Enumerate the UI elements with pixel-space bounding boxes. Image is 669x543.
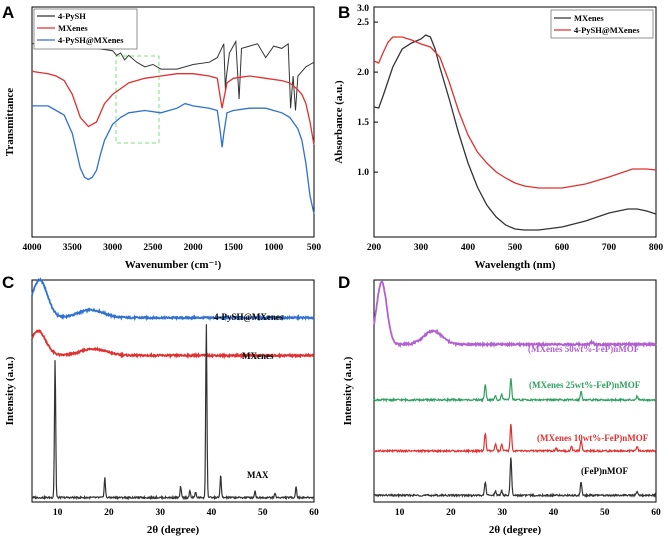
- annotation-c-mxenes: MXenes: [242, 351, 274, 361]
- series-line-xrd-mxenes: [31, 329, 315, 360]
- x-tick-d-60: 60: [651, 508, 661, 518]
- panel-letter-c: C: [2, 273, 14, 292]
- x-tick-b-500: 500: [508, 243, 523, 253]
- y-tick-b-2.0: 2.0: [357, 68, 369, 78]
- legend-b-label-0: MXenes: [574, 13, 604, 23]
- annotation-c-4-pysh-mxenes: 4-PySH@MXenes: [214, 312, 284, 322]
- panel-a-series: [31, 39, 315, 215]
- x-tick-b-600: 600: [555, 243, 570, 253]
- y-tick-b-3.0: 3.0: [357, 4, 369, 14]
- panel-a-highlight-box: [115, 55, 160, 144]
- series-line-4-pysh-mxenes: [32, 102, 315, 215]
- x-tick-c-60: 60: [309, 508, 319, 518]
- x-tick-b-400: 400: [461, 243, 476, 253]
- series-line-xrd-4-pysh-mxenes: [31, 277, 315, 322]
- legend-a: 4-PySH MXenes 4-PySH@MXenes: [33, 8, 138, 50]
- legend-a-label-1: MXenes: [58, 23, 88, 33]
- series-line-4-pysh-mxenes-uv: [373, 36, 657, 189]
- x-tick-c-10: 10: [53, 508, 63, 518]
- annotation-d-fep: (FeP)nMOF: [581, 466, 628, 476]
- x-tick-b-300: 300: [414, 243, 429, 253]
- y-tick-b-1.0: 1.0: [357, 168, 369, 178]
- y-ticks-b: 1.0 1.5 2.0 2.5 3.0: [357, 4, 378, 178]
- x-tick-a-3500: 3500: [63, 243, 82, 253]
- y-tick-b-2.5: 2.5: [357, 18, 369, 28]
- annotation-d-50wt: (MXenes 50wt%-FeP)nMOF: [528, 344, 640, 354]
- panel-b: B MXenes 4-PySH@MXenes 1.0 1.5 2.0 2.5 3…: [333, 3, 663, 271]
- panel-letter-a: A: [2, 3, 14, 22]
- x-tick-b-700: 700: [602, 243, 617, 253]
- series-line-xrd-50wt: [373, 280, 657, 349]
- panel-letter-b: B: [338, 3, 350, 22]
- x-tick-d-50: 50: [600, 508, 610, 518]
- annotation-d-25wt: (MXenes 25wt%-FeP)nMOF: [529, 380, 641, 390]
- x-tick-a-1000: 1000: [264, 243, 283, 253]
- x-tick-c-40: 40: [207, 508, 217, 518]
- x-axis-title-a: Wavenumber (cm⁻¹): [125, 259, 222, 271]
- panel-a-frame: [31, 6, 315, 238]
- panel-d-series: [373, 280, 657, 499]
- x-ticks-c: 10 20 30 40 50 60: [53, 508, 319, 518]
- legend-b-box: [550, 9, 654, 39]
- x-tick-a-2500: 2500: [143, 243, 162, 253]
- series-line-mxenes-uv: [373, 34, 657, 231]
- x-tick-d-10: 10: [395, 508, 405, 518]
- legend-b: MXenes 4-PySH@MXenes: [550, 9, 654, 39]
- annotation-c-max: MAX: [247, 470, 269, 480]
- x-tick-d-30: 30: [497, 508, 507, 518]
- y-axis-title-a: Transmittance: [4, 88, 16, 156]
- panel-a: A 4-PySH MXenes 4-PySH@MXenes 4000 3500 …: [2, 3, 321, 271]
- panel-b-series: [373, 34, 657, 231]
- series-line-mxenes: [31, 70, 315, 146]
- x-tick-a-4000: 4000: [23, 243, 42, 253]
- panel-d-frame: [373, 279, 657, 503]
- x-ticks-b: 200 300 400 500 600 700 800: [367, 243, 664, 253]
- y-axis-title-b: Absorbance (a.u.): [333, 80, 345, 164]
- x-tick-d-40: 40: [549, 508, 559, 518]
- series-line-xrd-fep: [374, 457, 657, 499]
- legend-a-label-0: 4-PySH: [58, 11, 86, 21]
- annotation-d-10wt: (MXenes 10wt%-FeP)nMOF: [537, 433, 649, 443]
- x-tick-a-500: 500: [307, 243, 322, 253]
- y-axis-title-d: Intensity (a.u.): [342, 356, 354, 425]
- x-axis-title-c: 2θ (degree): [147, 524, 200, 536]
- x-ticks-a: 4000 3500 3000 2500 2000 1500 1000 500: [23, 243, 322, 253]
- x-tick-b-800: 800: [649, 243, 664, 253]
- series-line-xrd-25wt: [373, 378, 657, 404]
- legend-a-label-2: 4-PySH@MXenes: [58, 35, 124, 45]
- panel-c: C 4-PySH@MXenes MXenes MAX 10 20 30 40 5…: [2, 273, 319, 536]
- panel-c-frame: [31, 279, 315, 503]
- x-ticks-d: 10 20 30 40 50 60: [395, 508, 661, 518]
- x-tick-c-20: 20: [104, 508, 114, 518]
- x-axis-title-b: Wavelength (nm): [475, 259, 556, 271]
- x-tick-d-20: 20: [446, 508, 456, 518]
- x-tick-a-2000: 2000: [184, 243, 203, 253]
- x-tick-b-200: 200: [367, 243, 382, 253]
- x-tick-c-50: 50: [258, 508, 268, 518]
- panel-d: D (MXenes 50wt%-FeP)nMOF (MXenes 25wt%-F…: [338, 273, 661, 536]
- panel-c-series: [31, 277, 315, 501]
- x-axis-title-d: 2θ (degree): [489, 524, 542, 536]
- y-tick-b-1.5: 1.5: [357, 118, 369, 128]
- legend-b-label-1: 4-PySH@MXenes: [574, 25, 640, 35]
- panel-letter-d: D: [338, 273, 350, 292]
- series-line-xrd-max: [31, 324, 315, 501]
- y-axis-title-c: Intensity (a.u.): [4, 356, 16, 425]
- series-line-xrd-10wt: [373, 423, 657, 455]
- x-tick-a-1500: 1500: [224, 243, 243, 253]
- x-tick-a-3000: 3000: [103, 243, 122, 253]
- x-tick-c-30: 30: [155, 508, 165, 518]
